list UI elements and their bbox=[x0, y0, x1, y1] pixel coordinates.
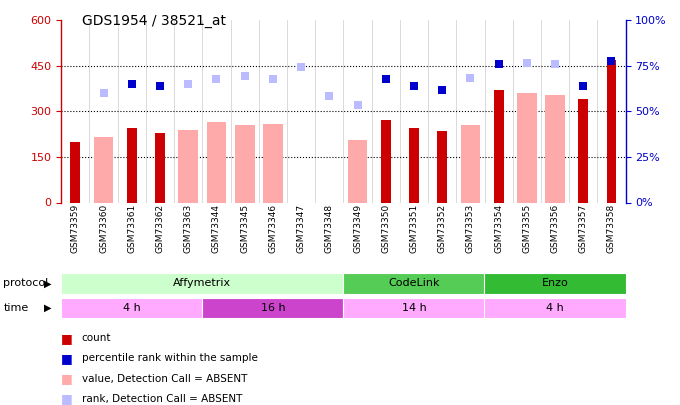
Bar bbox=[484, 273, 626, 294]
Point bbox=[578, 82, 589, 89]
Point bbox=[465, 75, 476, 81]
Bar bbox=[437, 131, 447, 202]
Point bbox=[324, 93, 335, 100]
Text: value, Detection Call = ABSENT: value, Detection Call = ABSENT bbox=[82, 374, 247, 384]
Text: 4 h: 4 h bbox=[123, 303, 141, 313]
Text: ▶: ▶ bbox=[44, 303, 51, 313]
Bar bbox=[460, 125, 480, 202]
Bar bbox=[343, 273, 484, 294]
Bar bbox=[94, 137, 114, 202]
Bar bbox=[484, 298, 626, 318]
Point bbox=[296, 64, 307, 70]
Point bbox=[211, 76, 222, 83]
Bar bbox=[70, 142, 80, 202]
Text: GDS1954 / 38521_at: GDS1954 / 38521_at bbox=[82, 14, 226, 28]
Text: percentile rank within the sample: percentile rank within the sample bbox=[82, 354, 258, 363]
Point bbox=[380, 76, 391, 83]
Text: Affymetrix: Affymetrix bbox=[173, 279, 231, 288]
Bar bbox=[545, 95, 565, 202]
Bar bbox=[61, 298, 203, 318]
Bar bbox=[178, 130, 198, 202]
Text: 4 h: 4 h bbox=[546, 303, 564, 313]
Text: Enzo: Enzo bbox=[542, 279, 568, 288]
Point bbox=[549, 61, 560, 68]
Text: ■: ■ bbox=[61, 332, 73, 345]
Text: ▶: ▶ bbox=[44, 279, 51, 288]
Point bbox=[183, 81, 194, 87]
Point bbox=[409, 82, 420, 89]
Point bbox=[606, 58, 617, 64]
Point bbox=[493, 61, 504, 68]
Text: rank, Detection Call = ABSENT: rank, Detection Call = ABSENT bbox=[82, 394, 242, 404]
Bar bbox=[203, 298, 343, 318]
Text: ■: ■ bbox=[61, 392, 73, 405]
Point bbox=[239, 73, 250, 80]
Text: ■: ■ bbox=[61, 372, 73, 385]
Bar bbox=[517, 93, 537, 202]
Point bbox=[267, 76, 278, 83]
Bar bbox=[409, 128, 419, 202]
Bar bbox=[381, 121, 391, 202]
Bar bbox=[263, 124, 283, 202]
Bar bbox=[347, 140, 367, 202]
Bar bbox=[578, 99, 588, 202]
Point bbox=[352, 102, 363, 109]
Point bbox=[126, 81, 137, 87]
Bar bbox=[155, 133, 165, 202]
Text: count: count bbox=[82, 333, 111, 343]
Bar bbox=[207, 122, 226, 202]
Bar bbox=[126, 128, 137, 202]
Bar bbox=[343, 298, 484, 318]
Text: protocol: protocol bbox=[3, 279, 49, 288]
Point bbox=[437, 87, 447, 94]
Point bbox=[522, 60, 532, 66]
Text: 14 h: 14 h bbox=[402, 303, 426, 313]
Text: CodeLink: CodeLink bbox=[388, 279, 440, 288]
Text: ■: ■ bbox=[61, 352, 73, 365]
Text: 16 h: 16 h bbox=[260, 303, 285, 313]
Bar bbox=[61, 273, 343, 294]
Bar bbox=[494, 90, 504, 202]
Bar bbox=[607, 60, 617, 202]
Point bbox=[98, 90, 109, 96]
Text: time: time bbox=[3, 303, 29, 313]
Point bbox=[154, 82, 165, 89]
Bar bbox=[235, 125, 254, 202]
